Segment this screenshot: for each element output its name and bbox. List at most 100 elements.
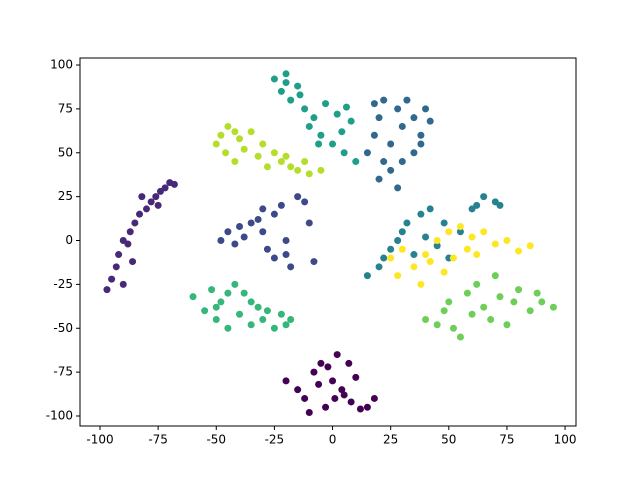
point — [380, 254, 388, 262]
point — [231, 280, 239, 288]
point — [136, 210, 144, 218]
point — [222, 149, 230, 157]
point — [282, 79, 290, 87]
point — [240, 145, 248, 153]
point — [363, 272, 371, 280]
point — [310, 368, 318, 376]
point — [338, 386, 346, 394]
point — [259, 315, 267, 323]
point — [161, 184, 169, 192]
point — [263, 245, 271, 253]
point — [370, 394, 378, 402]
point — [126, 228, 134, 236]
point — [496, 293, 504, 301]
point — [277, 87, 285, 95]
point — [417, 210, 425, 218]
x-tick-label: 0 — [329, 433, 337, 447]
x-tick-label: -75 — [148, 433, 168, 447]
point — [305, 122, 313, 130]
point — [329, 140, 337, 148]
point — [380, 96, 388, 104]
point — [480, 193, 488, 201]
point — [310, 258, 318, 266]
point — [480, 303, 488, 311]
point — [301, 158, 309, 166]
point — [103, 286, 111, 294]
point — [473, 201, 481, 209]
point — [263, 307, 271, 315]
point — [473, 251, 481, 259]
point — [317, 166, 325, 174]
point — [208, 286, 216, 294]
y-tick-label: -100 — [46, 408, 73, 422]
point — [217, 298, 225, 306]
point — [108, 275, 116, 283]
point — [270, 75, 278, 83]
point — [294, 193, 302, 201]
point — [224, 324, 232, 332]
point — [224, 122, 232, 130]
point — [231, 158, 239, 166]
point — [138, 193, 146, 201]
y-tick-label: 0 — [65, 233, 73, 247]
point — [340, 149, 348, 157]
point — [115, 251, 123, 259]
point — [224, 289, 232, 297]
point — [426, 117, 434, 125]
point — [426, 258, 434, 266]
point — [480, 228, 488, 236]
point — [394, 184, 402, 192]
point — [387, 140, 395, 148]
point — [294, 82, 302, 90]
point — [468, 310, 476, 318]
point — [129, 258, 137, 266]
point — [410, 114, 418, 122]
point — [449, 324, 457, 332]
point — [240, 233, 248, 241]
point — [287, 315, 295, 323]
point — [259, 140, 267, 148]
point — [449, 254, 457, 262]
point — [247, 321, 255, 329]
point — [549, 303, 557, 311]
point — [131, 219, 139, 227]
y-tick-label: -75 — [53, 365, 73, 379]
point — [282, 251, 290, 259]
point — [410, 251, 418, 259]
point — [445, 228, 453, 236]
point — [526, 307, 534, 315]
point — [201, 307, 209, 315]
point — [224, 228, 232, 236]
point — [410, 149, 418, 157]
point — [440, 268, 448, 276]
point — [294, 166, 302, 174]
point — [287, 163, 295, 171]
x-tick-label: -100 — [86, 433, 113, 447]
point — [329, 377, 337, 385]
point — [247, 298, 255, 306]
point — [154, 201, 162, 209]
point — [212, 315, 220, 323]
y-tick-label: 50 — [58, 145, 73, 159]
x-tick-label: 25 — [383, 433, 398, 447]
point — [387, 245, 395, 253]
point — [538, 298, 546, 306]
point — [347, 398, 355, 406]
point — [282, 152, 290, 160]
point — [236, 135, 244, 143]
point — [345, 359, 353, 367]
point — [301, 105, 309, 113]
point — [398, 158, 406, 166]
point — [422, 251, 430, 259]
point — [217, 237, 225, 245]
point — [370, 131, 378, 139]
point — [440, 307, 448, 315]
point — [417, 280, 425, 288]
point — [387, 166, 395, 174]
point — [189, 293, 197, 301]
point — [331, 394, 339, 402]
point — [496, 201, 504, 209]
point — [270, 324, 278, 332]
